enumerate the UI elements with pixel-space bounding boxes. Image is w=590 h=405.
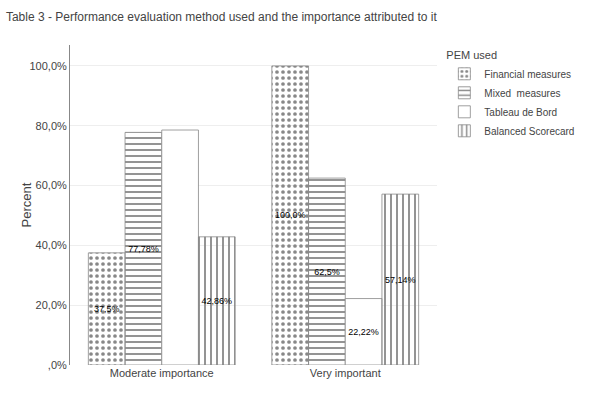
- svg-text:Mixed measures: Mixed measures: [484, 88, 560, 99]
- svg-text:60,0%: 60,0%: [36, 179, 67, 191]
- svg-text:Balanced Scorecard: Balanced Scorecard: [484, 126, 574, 137]
- svg-text:Percent: Percent: [19, 182, 34, 227]
- svg-text:Table 3 - Performance evaluati: Table 3 - Performance evaluation method …: [6, 10, 438, 24]
- svg-text:37,5%: 37,5%: [94, 304, 120, 314]
- svg-text:77,78%: 77,78%: [128, 244, 159, 254]
- svg-text:20,0%: 20,0%: [36, 299, 67, 311]
- svg-text:PEM used: PEM used: [446, 49, 497, 61]
- svg-text:Financial measures: Financial measures: [484, 69, 571, 80]
- svg-text:Very important: Very important: [310, 367, 381, 379]
- svg-text:100,0%: 100,0%: [275, 210, 306, 220]
- svg-text:,0%: ,0%: [48, 359, 67, 371]
- svg-text:62,5%: 62,5%: [314, 267, 340, 277]
- svg-text:57,14%: 57,14%: [385, 275, 416, 285]
- svg-text:40,0%: 40,0%: [36, 239, 67, 251]
- svg-text:Tableau de Bord: Tableau de Bord: [484, 107, 557, 118]
- svg-text:42,86%: 42,86%: [202, 296, 233, 306]
- svg-text:80,0%: 80,0%: [36, 120, 67, 132]
- svg-text:Moderate importance: Moderate importance: [110, 367, 214, 379]
- svg-text:100,0%: 100,0%: [29, 60, 67, 72]
- svg-text:22,22%: 22,22%: [348, 327, 379, 337]
